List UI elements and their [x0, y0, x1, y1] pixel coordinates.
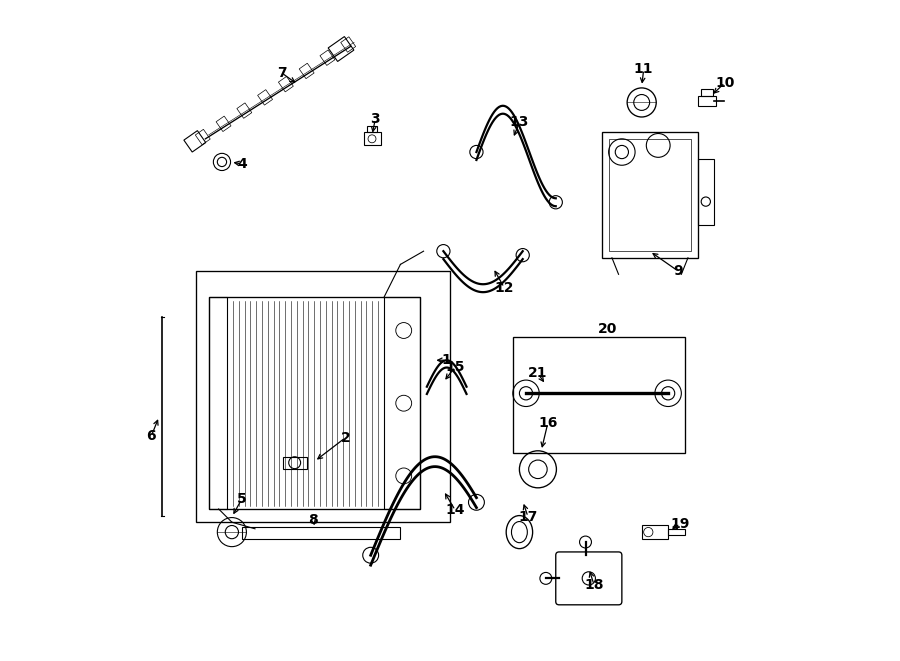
Bar: [195, 130, 211, 145]
Bar: [195, 271, 450, 522]
Text: 13: 13: [509, 115, 529, 130]
Text: 7: 7: [276, 65, 286, 80]
Text: 4: 4: [237, 157, 247, 171]
Text: 8: 8: [309, 513, 318, 527]
Text: 5: 5: [237, 492, 247, 506]
Bar: [608, 139, 691, 251]
Text: 16: 16: [538, 416, 557, 430]
Text: 12: 12: [494, 280, 514, 295]
Bar: [698, 96, 716, 106]
Text: 3: 3: [371, 112, 380, 126]
Bar: [299, 63, 314, 79]
Bar: [602, 132, 698, 258]
Bar: [184, 131, 206, 152]
Text: 19: 19: [670, 516, 689, 531]
Bar: [278, 77, 293, 92]
Text: 9: 9: [673, 264, 683, 278]
Bar: [698, 159, 715, 225]
Bar: [367, 126, 377, 132]
Bar: [237, 103, 252, 118]
Bar: [209, 297, 420, 509]
Text: 17: 17: [518, 510, 537, 524]
Text: 11: 11: [634, 62, 653, 77]
Bar: [384, 297, 420, 509]
Text: 20: 20: [598, 322, 617, 336]
Bar: [320, 50, 335, 65]
Bar: [513, 337, 685, 453]
Bar: [341, 37, 356, 52]
Bar: [328, 36, 354, 61]
Bar: [701, 89, 713, 96]
Text: 15: 15: [446, 360, 465, 374]
Bar: [216, 116, 231, 132]
Text: 21: 21: [528, 366, 548, 381]
Text: 6: 6: [147, 429, 156, 444]
Bar: [668, 529, 685, 535]
Bar: [209, 297, 227, 509]
Bar: [242, 527, 400, 539]
Bar: [283, 457, 307, 469]
Text: 1: 1: [442, 353, 452, 368]
Bar: [642, 525, 668, 539]
Text: 14: 14: [446, 503, 465, 518]
Bar: [257, 90, 273, 105]
Text: 18: 18: [584, 578, 604, 592]
Bar: [364, 132, 381, 145]
Text: 10: 10: [716, 75, 734, 90]
Text: 2: 2: [341, 430, 350, 445]
